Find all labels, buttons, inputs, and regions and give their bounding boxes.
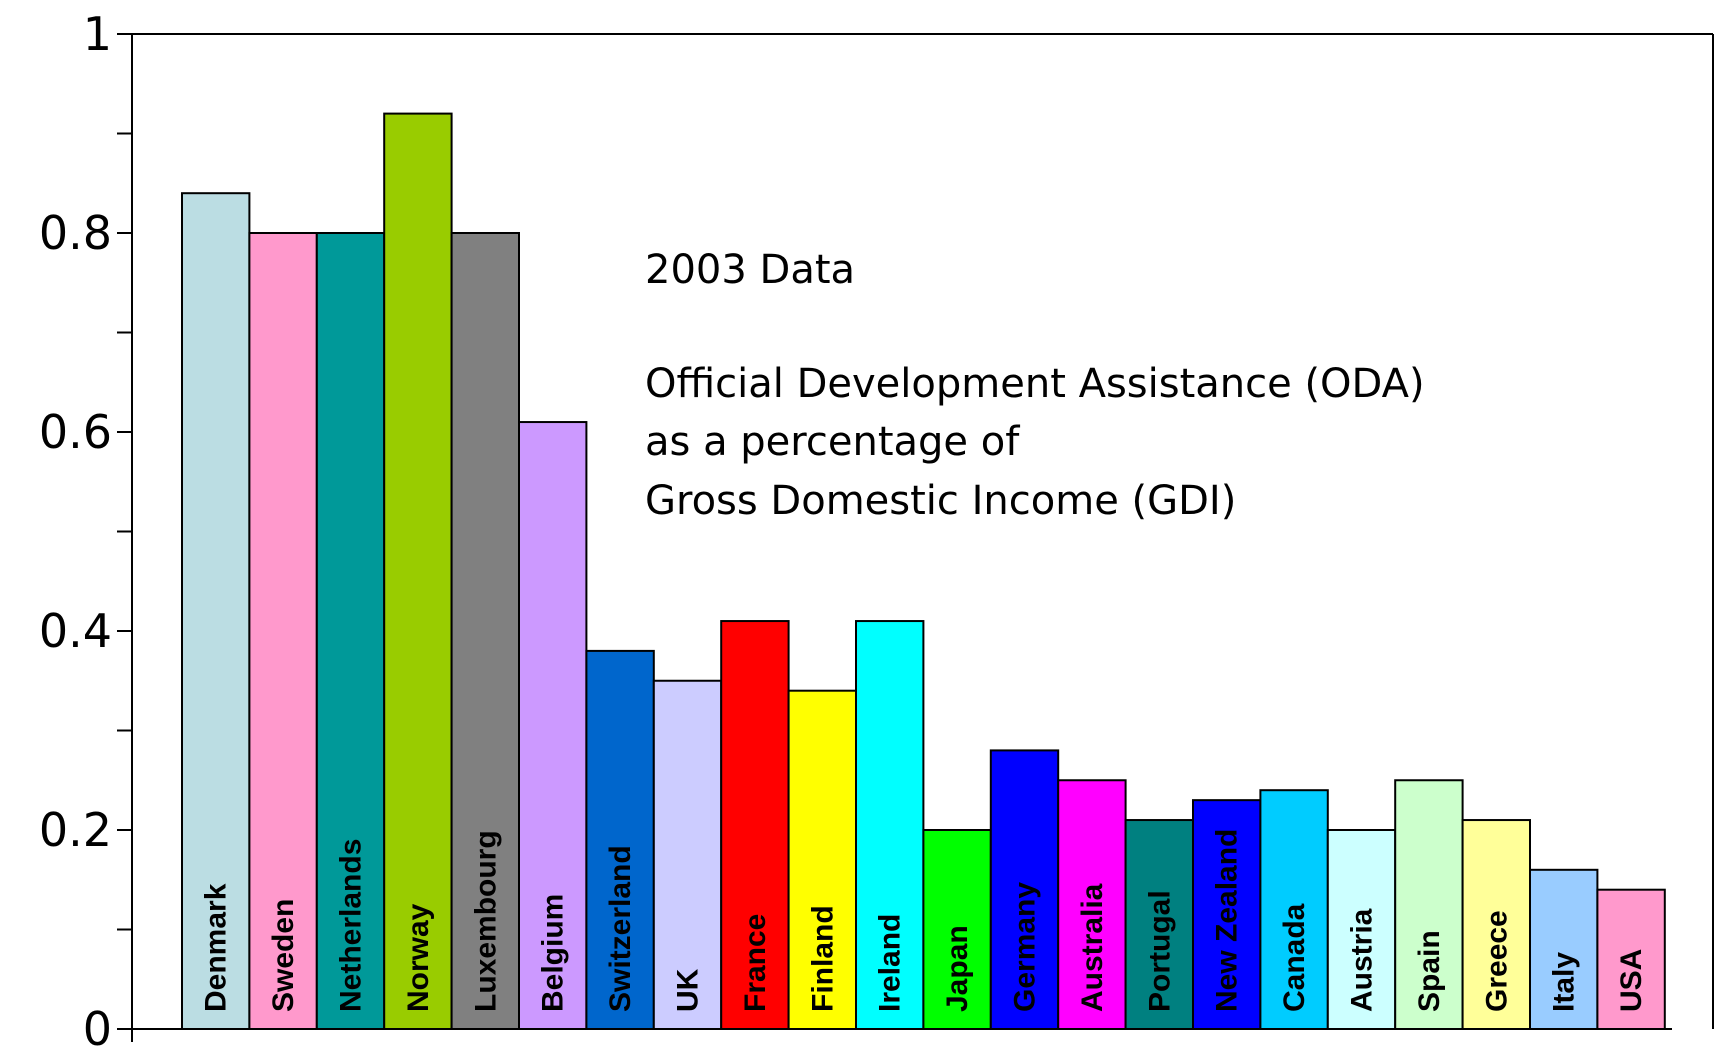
bar-label: Sweden [267, 899, 300, 1012]
bar-spain [1394, 779, 1464, 1030]
bar-japan [922, 829, 992, 1030]
bar-finland [787, 689, 857, 1030]
annotation-line-3: as a percentage of [645, 419, 1020, 465]
bar-label: New Zealand [1211, 829, 1244, 1012]
bar-label: Australia [1076, 883, 1109, 1012]
bar-uk [652, 679, 723, 1030]
bar-label: UK [672, 968, 705, 1012]
bar-labels-group: Denmark Sweden Netherlands Norway Luxembourg… [200, 829, 1648, 1012]
bar-france [720, 620, 790, 1030]
bar-label: USA [1615, 949, 1648, 1012]
bar-usa [1596, 888, 1666, 1031]
bar-portugal [1124, 819, 1194, 1030]
bar-switzerland [585, 649, 655, 1031]
y-tick-label: 0.2 [39, 803, 112, 857]
bar-canada [1259, 789, 1329, 1031]
bar-belgium [518, 421, 588, 1030]
annotation-line-4: Gross Domestic Income (GDI) [645, 478, 1236, 524]
bar-label: Belgium [537, 894, 570, 1012]
y-tick-label: 0.4 [39, 604, 112, 658]
y-tick-label: 0.8 [39, 206, 112, 260]
bar-australia [1057, 779, 1127, 1030]
annotation-line-2: Official Development Assistance (ODA) [645, 361, 1425, 407]
bar-label: Spain [1413, 930, 1446, 1012]
bar-new-zealand [1192, 799, 1262, 1031]
bar-ireland [855, 620, 925, 1030]
annotation-block: 2003 Data Official Development Assistanc… [645, 247, 1425, 524]
bar-greece [1461, 819, 1531, 1030]
bars-group [181, 112, 1666, 1031]
bar-label: Norway [402, 903, 435, 1012]
bar-label: Germany [1009, 882, 1042, 1012]
bar-label: Netherlands [335, 839, 368, 1012]
bar-austria [1326, 829, 1397, 1030]
bar-italy [1529, 868, 1599, 1030]
bar-label: Portugal [1143, 890, 1176, 1012]
y-tick-label: 0 [83, 1002, 112, 1050]
bar-netherlands [315, 232, 386, 1030]
bar-label: Denmark [200, 883, 233, 1012]
bar-label: Luxembourg [469, 830, 502, 1012]
bar-label: Finland [806, 905, 839, 1012]
y-tick-label: 1 [83, 7, 112, 61]
bar-label: France [739, 914, 772, 1012]
bar-label: Japan [941, 925, 974, 1012]
bar-label: Switzerland [604, 845, 637, 1012]
bar-norway [383, 112, 453, 1031]
bar-label: Austria [1346, 908, 1379, 1012]
y-tick-label: 0.6 [39, 405, 112, 459]
bar-label: Italy [1548, 952, 1581, 1012]
bar-label: Canada [1278, 903, 1311, 1012]
annotation-line-1: 2003 Data [645, 247, 855, 293]
bar-label: Ireland [874, 914, 907, 1012]
bar-label: Greece [1480, 910, 1513, 1012]
